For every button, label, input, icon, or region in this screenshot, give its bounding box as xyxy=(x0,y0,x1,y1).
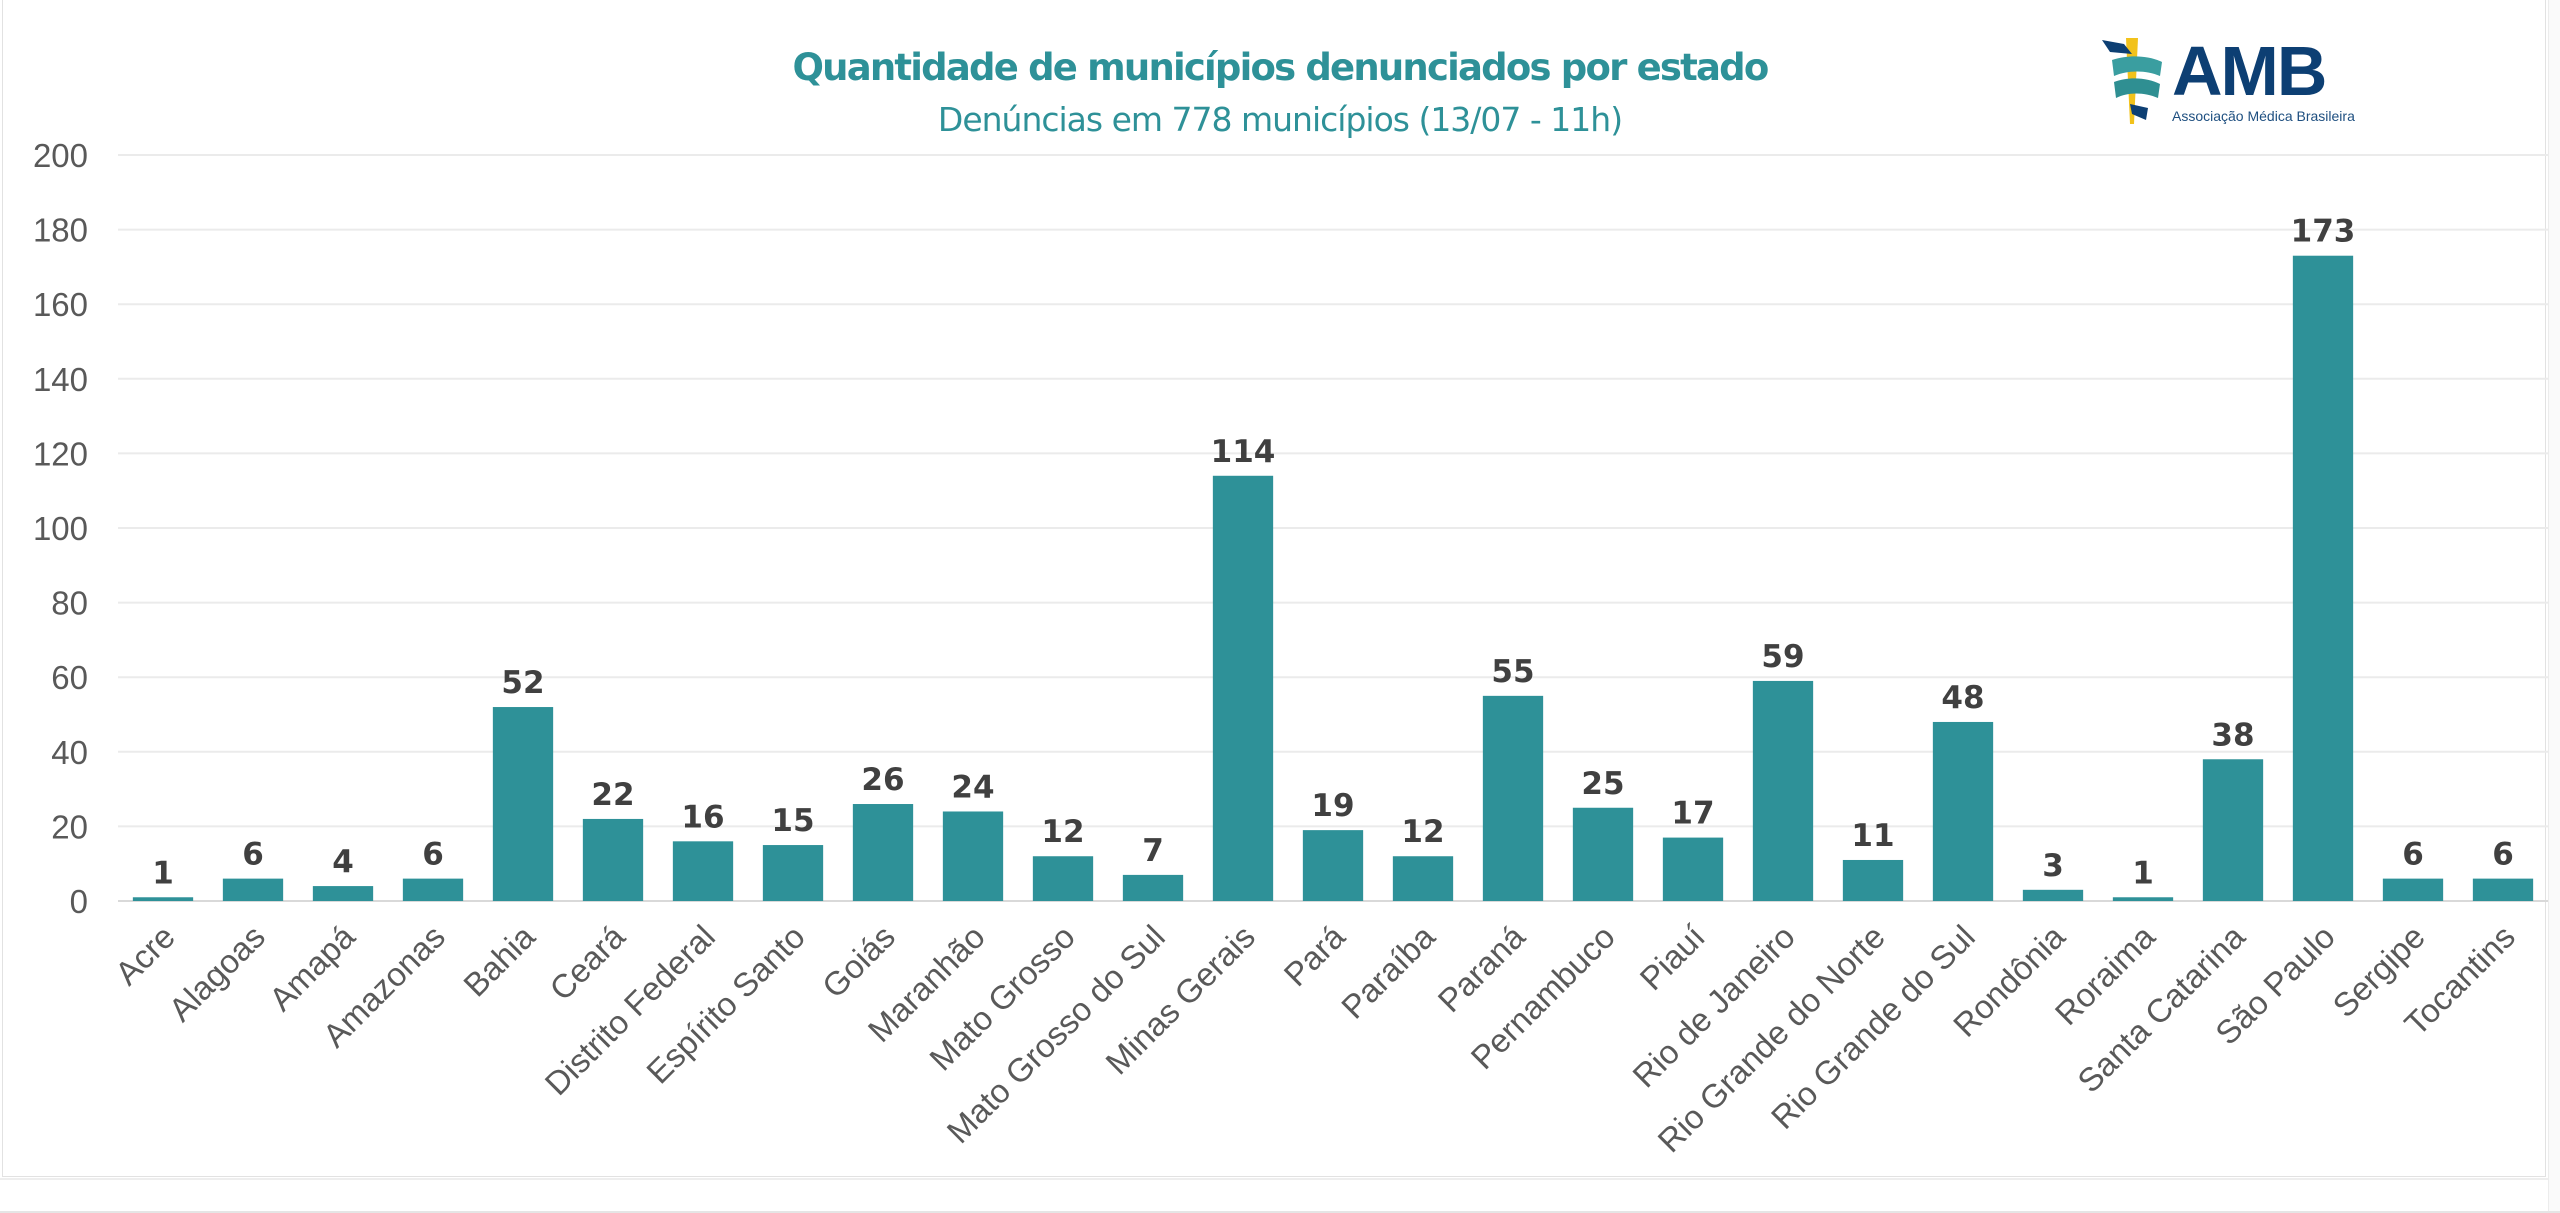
bar-value-label: 12 xyxy=(1041,814,1084,850)
bar-value-label: 26 xyxy=(861,762,904,798)
chart-frame xyxy=(2,0,2546,1177)
bar-value-label: 12 xyxy=(1401,814,1444,850)
bar xyxy=(2112,897,2174,901)
bar-value-label: 52 xyxy=(501,665,544,701)
bar xyxy=(1572,807,1634,901)
bar xyxy=(1302,830,1364,901)
right-edge-strip xyxy=(2548,0,2560,1211)
x-tick-label: Espírito Santo xyxy=(639,918,812,1091)
y-axis: 0 20 40 60 80 100 120 140 160 180 200 xyxy=(33,137,88,920)
bar xyxy=(1662,837,1724,901)
bar xyxy=(132,897,194,901)
bar-value-label: 59 xyxy=(1761,639,1804,675)
bar-value-label: 6 xyxy=(422,837,444,873)
x-tick-label: Bahia xyxy=(456,917,542,1003)
bar-value-label: 22 xyxy=(591,777,634,813)
x-tick-label: Goiás xyxy=(815,918,902,1005)
x-tick-label: Pará xyxy=(1276,917,1352,993)
bar xyxy=(1842,859,1904,901)
amb-logo: AMB Associação Médica Brasileira xyxy=(2100,32,2360,132)
bar-value-label: 7 xyxy=(1142,833,1164,869)
y-tick-label: 0 xyxy=(70,883,88,920)
bar xyxy=(222,878,284,901)
bar xyxy=(2202,759,2264,901)
y-tick-label: 20 xyxy=(51,808,88,845)
caduceus-icon xyxy=(2102,38,2162,124)
bar-value-label: 4 xyxy=(332,844,354,880)
bar xyxy=(1392,856,1454,901)
bar-value-label: 173 xyxy=(2291,214,2356,250)
bars xyxy=(132,255,2534,901)
y-tick-label: 120 xyxy=(33,435,88,472)
bar xyxy=(1122,874,1184,901)
x-tick-label: Paraíba xyxy=(1334,917,1442,1025)
bar-value-label: 6 xyxy=(242,837,264,873)
bar-value-label: 25 xyxy=(1581,766,1624,802)
bar-value-label: 11 xyxy=(1851,818,1894,854)
y-tick-label: 100 xyxy=(33,510,88,547)
bottom-panel xyxy=(0,1178,2560,1213)
bar-value-label: 15 xyxy=(771,803,814,839)
bar xyxy=(492,707,554,901)
chart-title: Quantidade de municípios denunciados por… xyxy=(792,46,1770,89)
bar-value-label: 19 xyxy=(1311,788,1354,824)
bar-value-label: 114 xyxy=(1211,434,1276,470)
bar-value-label: 16 xyxy=(681,799,724,835)
y-tick-label: 160 xyxy=(33,286,88,323)
chart-subtitle: Denúncias em 778 municípios (13/07 - 11h… xyxy=(937,100,1623,139)
y-tick-label: 200 xyxy=(33,137,88,174)
bar xyxy=(1032,856,1094,901)
logo-name: Associação Médica Brasileira xyxy=(2172,108,2355,124)
bar xyxy=(2022,889,2084,901)
y-tick-label: 80 xyxy=(51,585,88,622)
bar xyxy=(2292,255,2354,901)
bar-value-label: 6 xyxy=(2402,837,2424,873)
bar xyxy=(2472,878,2534,901)
x-tick-label: Alagoas xyxy=(161,918,271,1028)
bar xyxy=(2382,878,2444,901)
bar xyxy=(1932,721,1994,901)
bar-value-label: 55 xyxy=(1491,654,1534,690)
bar xyxy=(1212,475,1274,901)
bar-value-label: 6 xyxy=(2492,837,2514,873)
y-tick-label: 60 xyxy=(51,659,88,696)
bar xyxy=(402,878,464,901)
bar-value-label: 1 xyxy=(2132,855,2154,891)
bar xyxy=(1752,680,1814,901)
bar-value-label: 1 xyxy=(152,855,174,891)
x-tick-label: Rio de Janeiro xyxy=(1625,918,1802,1095)
bar-value-label: 17 xyxy=(1671,796,1714,832)
bar xyxy=(312,886,374,901)
x-tick-label: Acre xyxy=(108,918,182,992)
bar-value-label: 38 xyxy=(2211,717,2254,753)
logo-acronym: AMB xyxy=(2172,32,2327,110)
bar xyxy=(762,845,824,901)
bar-value-label: 3 xyxy=(2042,848,2064,884)
bar xyxy=(1482,695,1544,901)
bar xyxy=(942,811,1004,901)
bar xyxy=(582,818,644,901)
y-tick-label: 140 xyxy=(33,361,88,398)
x-tick-label: Piauí xyxy=(1633,918,1712,997)
bar xyxy=(852,804,914,901)
bar-value-label: 24 xyxy=(951,769,994,805)
bar-value-label: 48 xyxy=(1941,680,1984,716)
y-tick-label: 40 xyxy=(51,734,88,771)
y-tick-label: 180 xyxy=(33,212,88,249)
bar xyxy=(672,841,734,901)
